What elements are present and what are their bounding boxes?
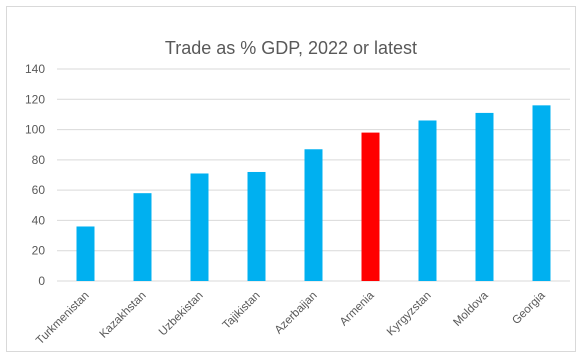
y-tick-label: 120 bbox=[25, 92, 45, 106]
y-tick-label: 140 bbox=[25, 62, 45, 76]
y-tick-label: 100 bbox=[25, 123, 45, 137]
x-tick-label: Tajikistan bbox=[221, 290, 263, 332]
bar-uzbekistan bbox=[190, 173, 209, 281]
x-tick-label: Uzbekistan bbox=[157, 290, 206, 339]
x-tick-label: Kyrgyzstan bbox=[385, 290, 434, 339]
x-tick-label: Turkmenistan bbox=[34, 290, 91, 347]
bar-kyrgyzstan bbox=[418, 120, 437, 281]
x-axis-labels: Turkmenistan Kazakhstan Uzbekistan Tajikist… bbox=[34, 289, 548, 347]
y-axis-ticks: 0 20 40 60 80 100 120 140 bbox=[25, 62, 45, 288]
x-tick-label: Azerbaijan bbox=[273, 290, 320, 337]
bar-georgia bbox=[532, 105, 551, 281]
y-tick-label: 40 bbox=[32, 213, 46, 227]
x-tick-label: Armenia bbox=[338, 289, 377, 328]
x-tick-label: Moldova bbox=[451, 289, 491, 329]
y-tick-label: 80 bbox=[32, 153, 46, 167]
bars bbox=[76, 105, 551, 282]
y-tick-label: 60 bbox=[32, 183, 46, 197]
x-tick-label: Georgia bbox=[510, 289, 548, 327]
bar-armenia bbox=[361, 132, 380, 281]
y-tick-label: 20 bbox=[32, 244, 46, 258]
bar-azerbaijan bbox=[304, 149, 323, 281]
bar-turkmenistan bbox=[76, 226, 95, 281]
bar-tajikistan bbox=[247, 171, 266, 281]
bar-moldova bbox=[475, 112, 494, 282]
x-tick-label: Kazakhstan bbox=[98, 290, 149, 341]
bar-kazakhstan bbox=[133, 193, 152, 281]
chart-title: Trade as % GDP, 2022 or latest bbox=[165, 38, 417, 58]
y-tick-label: 0 bbox=[38, 274, 45, 288]
